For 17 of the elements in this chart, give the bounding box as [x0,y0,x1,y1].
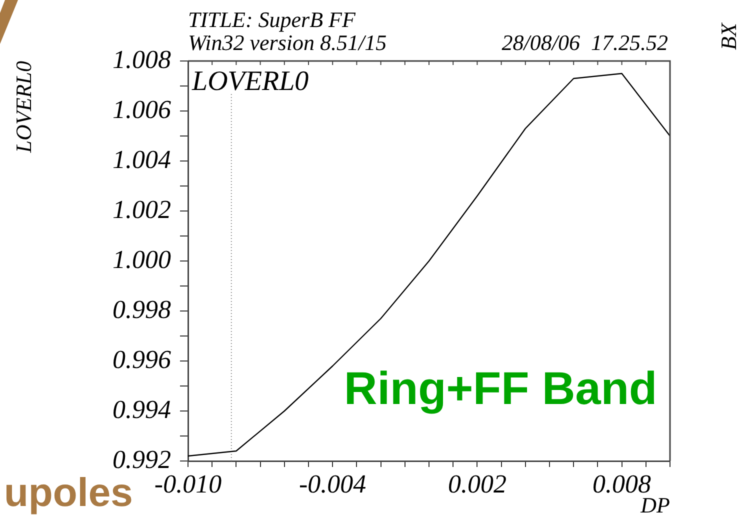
y-tick-label: 0.996 [112,344,171,374]
y-tick-label: 0.994 [112,394,171,424]
y-tick-label: 0.998 [112,294,171,324]
chart-title: TITLE: SuperB FF [188,7,356,32]
y-tick-label: 1.006 [112,94,171,124]
y-tick-label: 1.000 [112,244,171,274]
y-tick-label: 1.008 [112,44,171,74]
y-tick-label: 1.004 [112,144,171,174]
y-axis-title: LOVERL0 [10,61,36,154]
x-tick-label: -0.004 [299,469,366,498]
text: 28/08/06 17.25.52 [502,30,668,55]
ref-line-label: LOVERL0 [191,66,309,97]
y-tick-label: 1.002 [112,194,171,224]
text: upoles [4,471,133,515]
annotation: Ring+FF Band [344,362,658,414]
x-tick-label: 0.002 [448,469,506,498]
text: BX [716,22,739,50]
